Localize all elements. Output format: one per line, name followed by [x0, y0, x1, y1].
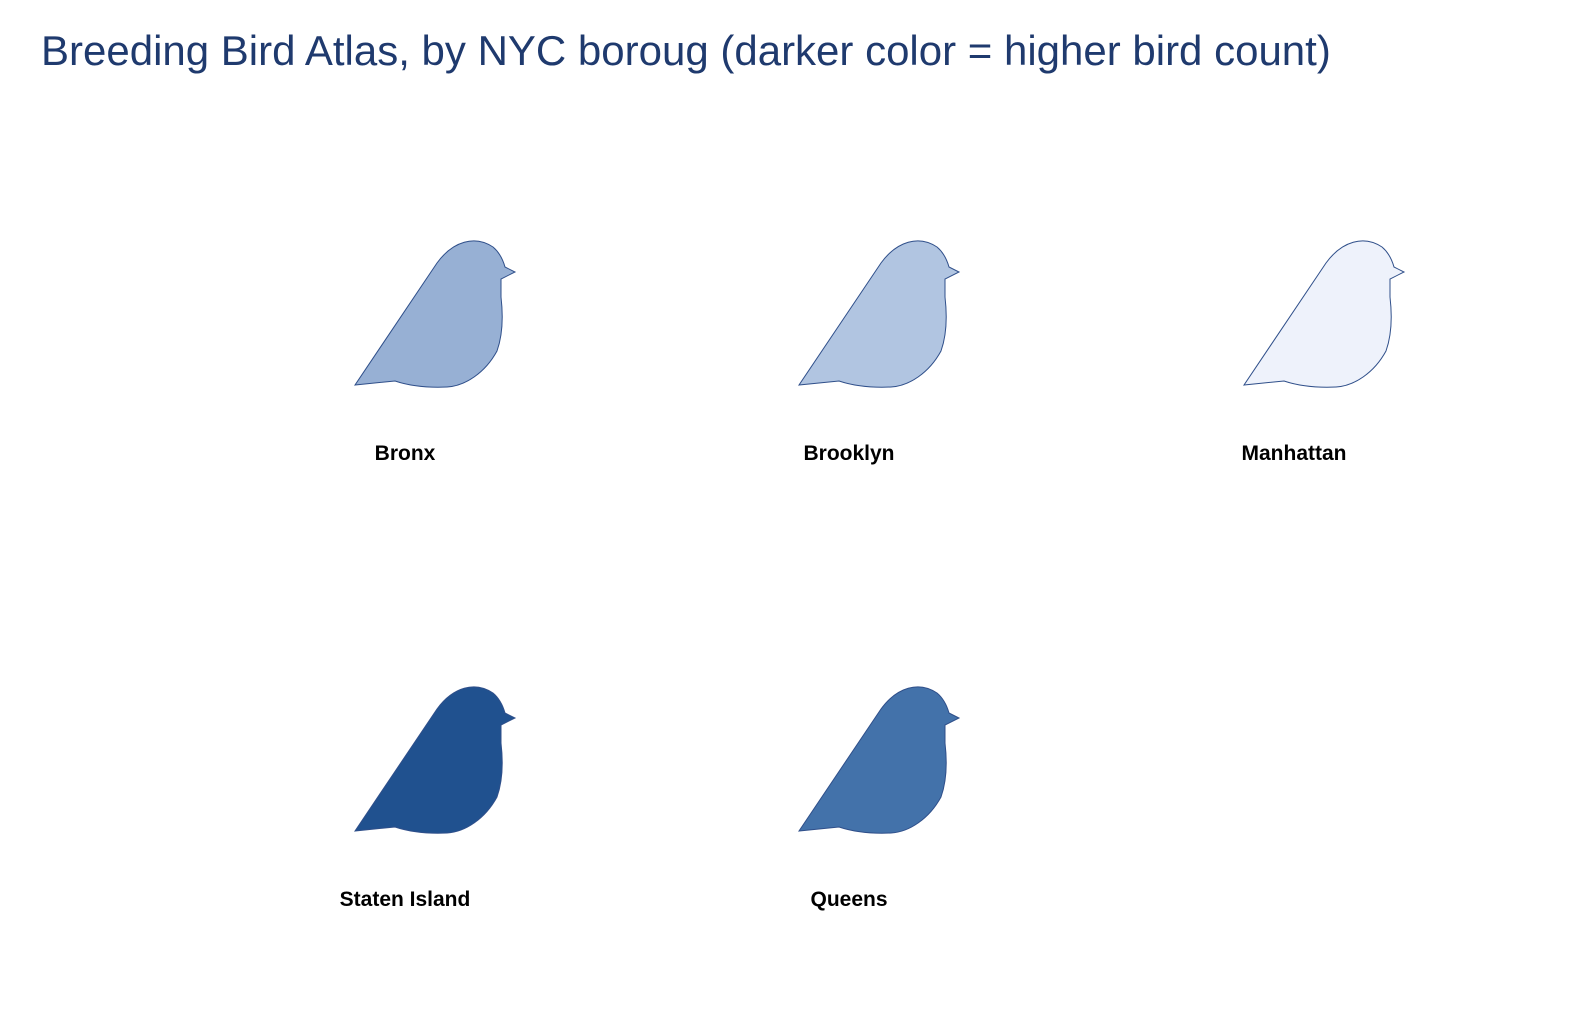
- borough-label: Manhattan: [1242, 442, 1347, 465]
- bird-icon: [797, 686, 961, 834]
- bird-icon: [1242, 240, 1406, 388]
- bird-icon: [353, 686, 517, 834]
- chart-title: Breeding Bird Atlas, by NYC boroug (dark…: [41, 27, 1331, 74]
- borough-item-staten-island: Staten Island: [340, 686, 517, 911]
- borough-item-bronx: Bronx: [353, 240, 517, 465]
- bird-icon: [353, 240, 517, 388]
- bird-icon: [797, 240, 961, 388]
- borough-label: Brooklyn: [803, 442, 894, 465]
- borough-item-brooklyn: Brooklyn: [797, 240, 961, 465]
- borough-label: Queens: [810, 888, 887, 911]
- borough-item-manhattan: Manhattan: [1242, 240, 1406, 465]
- borough-label: Bronx: [375, 442, 436, 465]
- borough-label: Staten Island: [340, 888, 471, 911]
- borough-item-queens: Queens: [797, 686, 961, 911]
